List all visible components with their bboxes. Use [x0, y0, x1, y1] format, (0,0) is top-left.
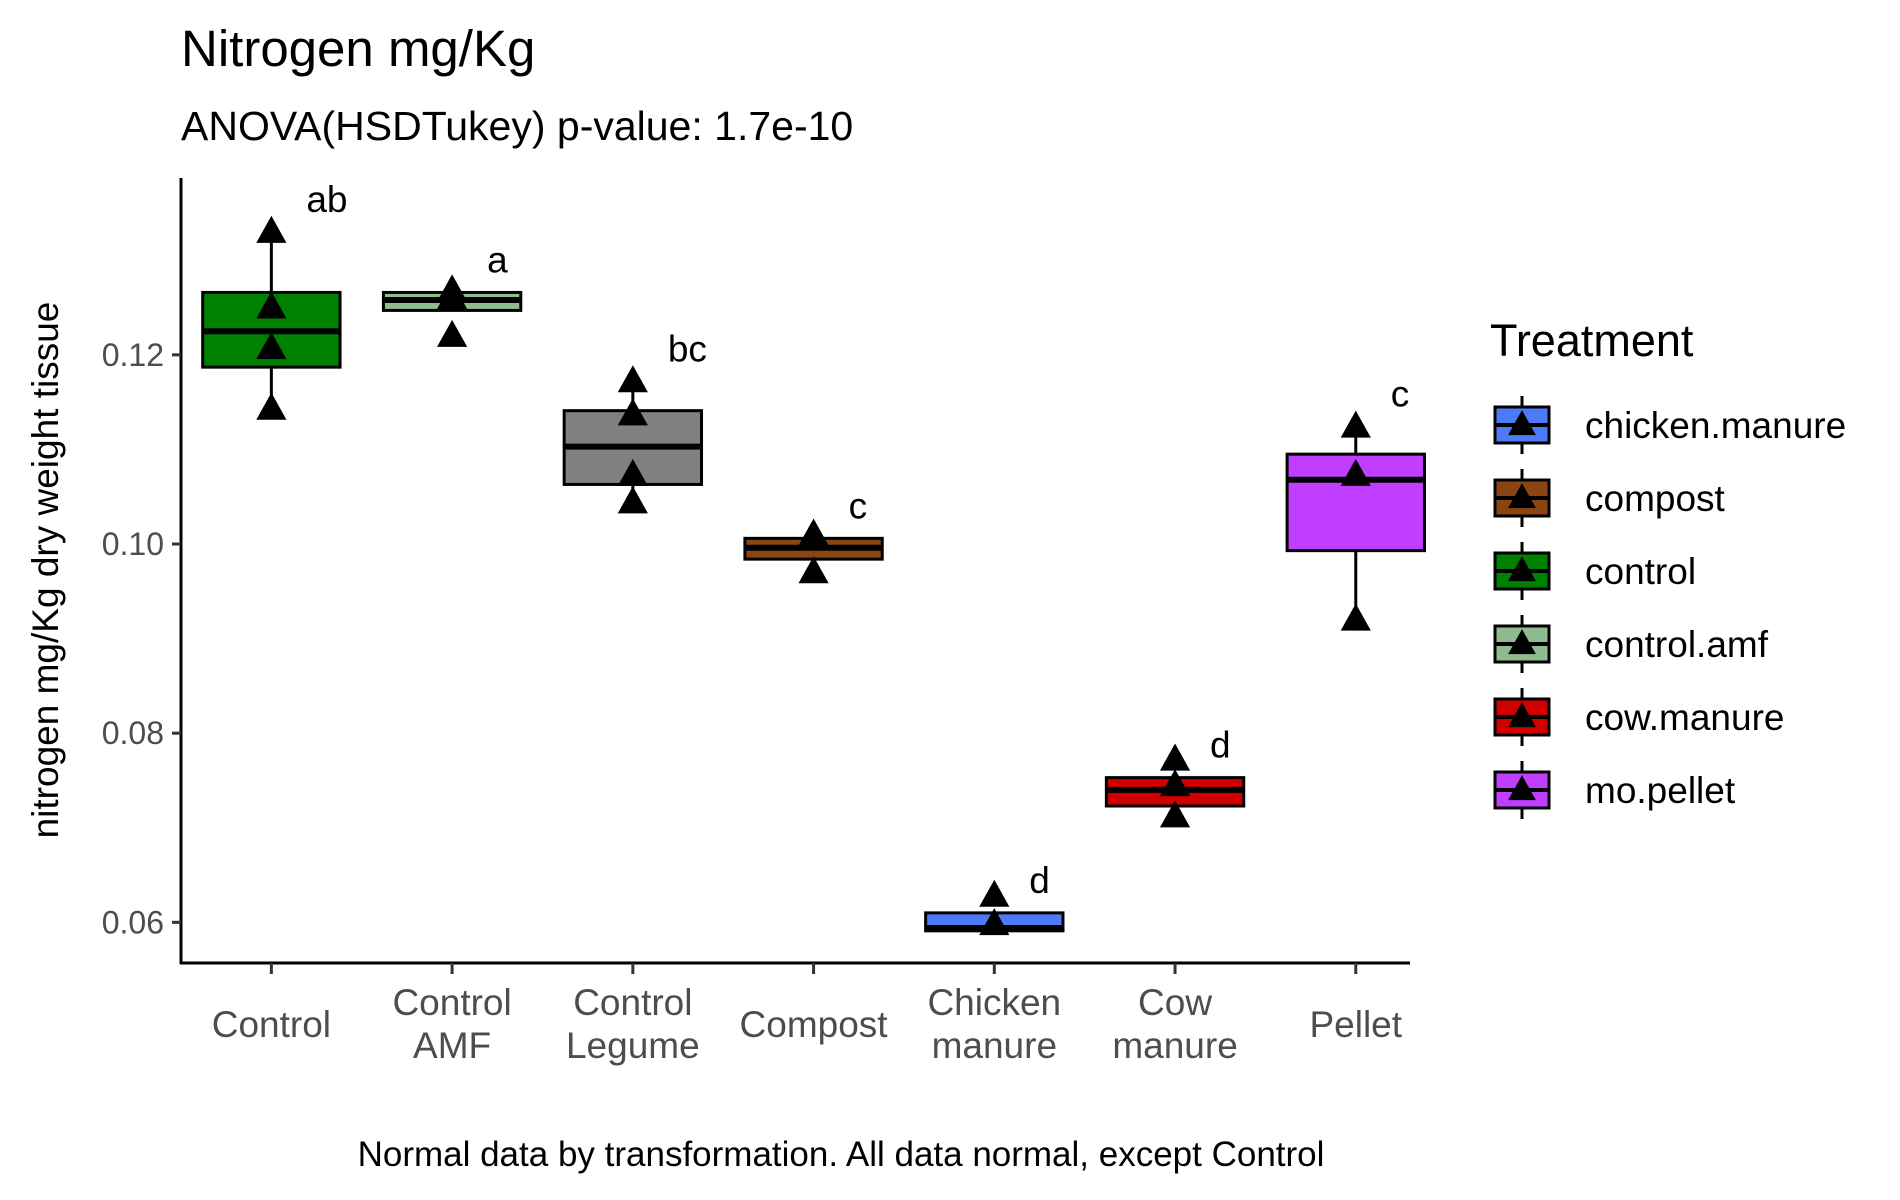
x-tick-label: Chicken — [927, 982, 1061, 1023]
box-group-control: ab Control — [201, 179, 348, 1045]
x-tick-label: Legume — [566, 1025, 700, 1066]
legend-item-mo-pellet: mo.pellet — [1493, 761, 1736, 819]
legend-item-cow-manure: cow.manure — [1493, 688, 1785, 746]
legend-label: control — [1585, 551, 1696, 592]
data-point — [798, 556, 829, 584]
y-tick-label: 0.10 — [102, 526, 164, 562]
y-tick-label: 0.06 — [102, 904, 164, 940]
legend-key-triangle — [1508, 629, 1536, 655]
legend-item-control: control — [1493, 542, 1696, 600]
x-tick-label: Control — [573, 982, 692, 1023]
data-point — [1340, 458, 1371, 486]
data-point — [617, 398, 648, 426]
x-tick-label: Pellet — [1309, 1004, 1402, 1045]
legend-label: mo.pellet — [1585, 770, 1736, 811]
data-point — [617, 365, 648, 393]
chart-title: Nitrogen mg/Kg — [181, 20, 535, 77]
y-tick-label: 0.12 — [102, 337, 164, 373]
legend-key-triangle — [1508, 410, 1536, 436]
legend-item-chicken-manure: chicken.manure — [1493, 396, 1846, 454]
plot-area: 0.060.080.100.12abControlaControlAMFbcCo… — [102, 178, 1426, 1066]
x-tick-label: Control — [212, 1004, 331, 1045]
data-point — [617, 458, 648, 486]
data-point — [1340, 603, 1371, 631]
y-axis-label: nitrogen mg/Kg dry weight tissue — [25, 302, 66, 839]
significance-letter: d — [1210, 725, 1231, 766]
legend-key-triangle — [1508, 483, 1536, 509]
data-point — [437, 319, 468, 347]
x-tick-label: Control — [392, 982, 511, 1023]
significance-letter: c — [849, 485, 868, 526]
legend-key-triangle — [1508, 556, 1536, 582]
significance-letter: d — [1029, 860, 1050, 901]
x-tick-label: Cow — [1138, 982, 1212, 1023]
x-tick-label: manure — [932, 1025, 1057, 1066]
data-point — [256, 392, 287, 420]
significance-letter: ab — [306, 179, 347, 220]
data-point — [798, 518, 829, 546]
data-point — [256, 291, 287, 319]
data-point — [1340, 410, 1371, 438]
legend-item-control-amf: control.amf — [1493, 615, 1769, 673]
significance-letter: a — [487, 239, 508, 280]
legend-label: chicken.manure — [1585, 405, 1846, 446]
box-group-compost: c Compost — [740, 485, 889, 1045]
significance-letter: c — [1391, 374, 1410, 415]
legend-key-triangle — [1508, 702, 1536, 728]
legend-key-triangle — [1508, 775, 1536, 801]
legend-title: Treatment — [1490, 315, 1694, 366]
data-point — [617, 486, 648, 514]
data-point — [1159, 800, 1191, 828]
chart-subtitle: ANOVA(HSDTukey) p-value: 1.7e-10 — [181, 103, 853, 149]
data-point — [1159, 743, 1191, 771]
legend-label: cow.manure — [1585, 697, 1785, 738]
legend-label: control.amf — [1585, 624, 1769, 665]
data-point — [256, 215, 287, 243]
legend-label: compost — [1585, 478, 1726, 519]
data-point — [979, 908, 1010, 936]
significance-letter: bc — [668, 328, 707, 369]
data-point — [1159, 769, 1191, 797]
x-tick-label: manure — [1112, 1025, 1237, 1066]
box-group-pellet: c Pellet — [1285, 374, 1426, 1045]
data-point — [437, 281, 468, 310]
legend-item-compost: compost — [1493, 469, 1726, 527]
x-tick-label: Compost — [740, 1004, 889, 1045]
x-tick-label: AMF — [413, 1025, 491, 1066]
data-point — [256, 332, 287, 360]
data-point — [979, 879, 1010, 907]
y-tick-label: 0.08 — [102, 715, 164, 751]
legend: Treatment chicken.manure compost control co… — [1490, 315, 1846, 819]
chart-caption: Normal data by transformation. All data … — [358, 1135, 1325, 1174]
